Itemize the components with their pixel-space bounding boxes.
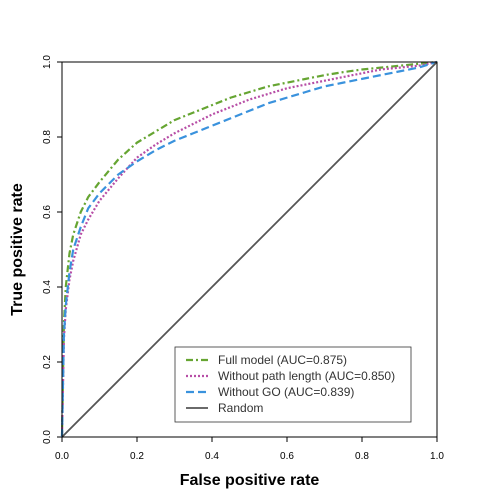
series-line-without-go bbox=[60, 60, 438, 438]
x-tick-label: 0.0 bbox=[55, 451, 69, 462]
x-tick-label: 0.4 bbox=[205, 451, 219, 462]
series-line-full-model bbox=[60, 60, 438, 438]
y-tick-label: 0.6 bbox=[42, 205, 53, 219]
x-tick-label: 0.2 bbox=[130, 451, 144, 462]
legend-box bbox=[174, 346, 412, 423]
legend-label-without-path-length: Without path length (AUC=0.850) bbox=[218, 369, 395, 383]
plot-frame bbox=[61, 61, 438, 438]
x-tick-label: 1.0 bbox=[430, 451, 444, 462]
x-tick-label: 0.8 bbox=[355, 451, 369, 462]
series-line-without-path-length bbox=[60, 60, 438, 438]
y-tick-label: 0.4 bbox=[42, 280, 53, 294]
legend-label-random: Random bbox=[218, 401, 263, 415]
legend-label-full-model: Full model (AUC=0.875) bbox=[218, 353, 347, 367]
legend: Full model (AUC=0.875) Without path lengt… bbox=[174, 346, 412, 423]
x-tick-label: 0.6 bbox=[280, 451, 294, 462]
series-layer bbox=[60, 60, 438, 438]
y-tick-label: 0.2 bbox=[42, 355, 53, 369]
x-axis: 0.0 0.2 0.4 0.6 0.8 1.0 bbox=[55, 437, 444, 462]
y-axis: 0.0 0.2 0.4 0.6 0.8 1.0 bbox=[42, 55, 62, 444]
y-tick-label: 1.0 bbox=[42, 55, 53, 69]
y-tick-label: 0.0 bbox=[42, 430, 53, 444]
series-line-random bbox=[61, 61, 438, 438]
x-axis-title: False positive rate bbox=[180, 472, 320, 489]
y-tick-label: 0.8 bbox=[42, 130, 53, 144]
legend-label-without-go: Without GO (AUC=0.839) bbox=[218, 385, 354, 399]
y-axis-title: True positive rate bbox=[9, 183, 26, 316]
